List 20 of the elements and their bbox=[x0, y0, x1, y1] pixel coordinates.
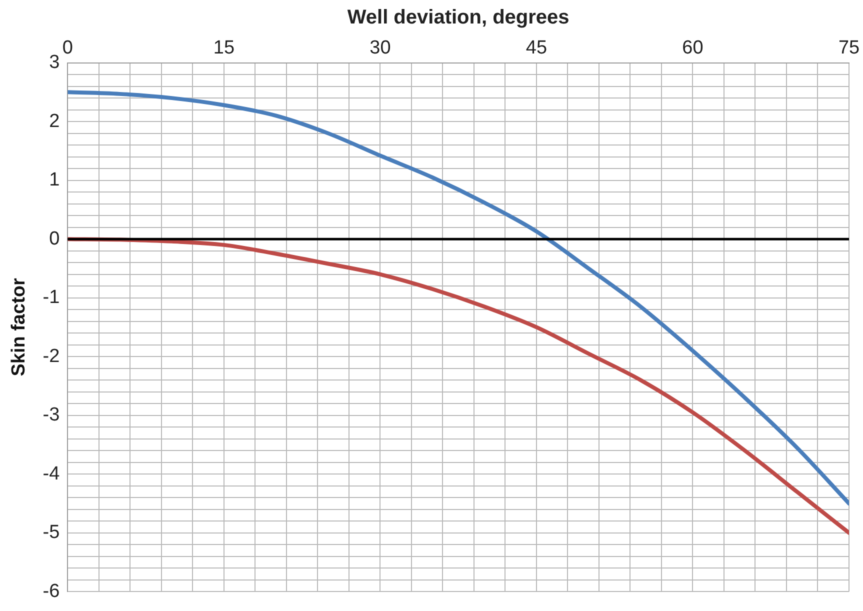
y-tick-label: -5 bbox=[42, 522, 60, 544]
y-tick-label: 0 bbox=[49, 228, 60, 250]
y-tick-label: -6 bbox=[42, 580, 60, 602]
x-tick-label: 15 bbox=[213, 38, 235, 59]
y-tick-label: -4 bbox=[42, 463, 60, 484]
y-tick-label: 2 bbox=[49, 110, 60, 132]
y-tick-label: -1 bbox=[42, 287, 60, 308]
y-tick-label: -3 bbox=[42, 404, 60, 426]
x-tick-label: 60 bbox=[682, 38, 704, 59]
x-tick-label: 75 bbox=[838, 38, 860, 59]
line-series bbox=[68, 237, 849, 535]
x-tick-label: 45 bbox=[526, 38, 548, 59]
x-tick-label: 0 bbox=[62, 38, 73, 59]
line-series bbox=[68, 90, 849, 506]
y-axis-title: Skin factor bbox=[8, 278, 30, 376]
y-tick-label: 1 bbox=[49, 170, 60, 191]
x-tick-label: 30 bbox=[370, 38, 391, 59]
y-tick-label: 3 bbox=[49, 52, 60, 74]
x-axis-title: Well deviation, degrees bbox=[347, 6, 570, 29]
y-tick-label: -2 bbox=[42, 346, 60, 367]
